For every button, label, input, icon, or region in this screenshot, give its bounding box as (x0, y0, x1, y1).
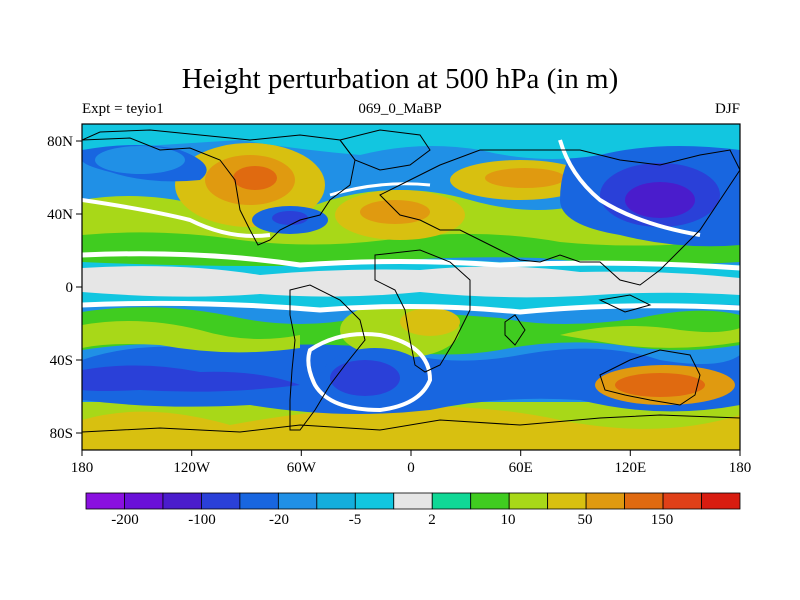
lat-ticks (76, 140, 82, 434)
colorbar-label: -5 (349, 512, 362, 528)
colorbar-box (662, 492, 702, 510)
lat-label: 40S (50, 353, 73, 369)
lat-label: 80S (50, 426, 73, 442)
colorbar (85, 492, 741, 510)
colorbar-box (162, 492, 202, 510)
colorbar-box (316, 492, 356, 510)
colorbar-box (508, 492, 549, 510)
colorbar-box (239, 492, 279, 510)
colorbar-box (277, 492, 318, 510)
lon-tick-labels: 180 120W 60W 0 60E 120E 180 (71, 460, 752, 476)
colorbar-box (701, 492, 741, 510)
colorbar-label: -100 (188, 512, 216, 528)
lon-label: 180 (71, 460, 94, 476)
lon-label: 0 (407, 460, 415, 476)
colorbar-box (470, 492, 510, 510)
lon-label: 60W (287, 460, 317, 476)
colorbar-label: 10 (501, 512, 516, 528)
colorbar-labels: -200 -100 -20 -5 2 10 50 150 (111, 512, 673, 528)
lon-label: 180 (729, 460, 752, 476)
lat-label: 40N (47, 207, 73, 223)
lon-label: 120W (173, 460, 211, 476)
colorbar-box (354, 492, 395, 510)
lon-label: 60E (509, 460, 533, 476)
colorbar-box (431, 492, 472, 510)
colorbar-label: 2 (428, 512, 436, 528)
height-field (82, 124, 740, 450)
season-label: DJF (714, 101, 740, 117)
colorbar-box (124, 492, 164, 510)
colorbar-box (85, 492, 125, 510)
coastlines (82, 129, 740, 433)
lat-label: 0 (66, 280, 74, 296)
lat-tick-labels: 80N 40N 0 40S 80S (47, 134, 73, 442)
experiment-label: Expt = teyio1 (82, 101, 164, 117)
colorbar-label: 150 (651, 512, 674, 528)
lat-label: 80N (47, 134, 73, 150)
colorbar-box (547, 492, 587, 510)
colorbar-box (624, 492, 664, 510)
colorbar-box (393, 492, 433, 510)
colorbar-label: -20 (269, 512, 289, 528)
period-label: 069_0_MaBP (358, 101, 442, 117)
colorbar-label: -200 (111, 512, 139, 528)
colorbar-box (585, 492, 625, 510)
colorbar-box (201, 492, 241, 510)
lon-ticks (81, 450, 741, 456)
colorbar-label: 50 (578, 512, 593, 528)
plot-title: Height perturbation at 500 hPa (in m) (181, 63, 619, 95)
lon-label: 120E (614, 460, 646, 476)
